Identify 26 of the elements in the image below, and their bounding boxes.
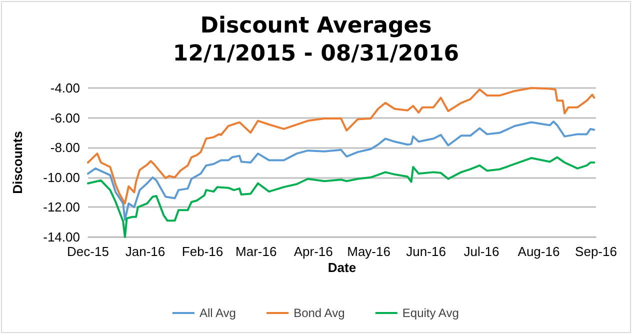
legend-label: All Avg xyxy=(199,306,236,320)
x-tick-label: Jan-16 xyxy=(125,244,166,259)
x-tick-label: Jun-16 xyxy=(406,244,446,259)
x-tick-label: Aug-16 xyxy=(518,244,560,259)
y-tick-label: -4.00 xyxy=(50,80,80,96)
x-tick-label: Sep-16 xyxy=(575,244,617,259)
y-tick-label: -12.00 xyxy=(43,200,80,215)
legend-label: Bond Avg xyxy=(294,306,345,320)
line-series xyxy=(87,156,596,238)
y-tick-label: -6.00 xyxy=(50,110,80,126)
x-tick-label: Dec-15 xyxy=(67,244,109,259)
x-tick-label: Jul-16 xyxy=(464,244,500,259)
x-axis-title: Date xyxy=(328,260,356,275)
line-series xyxy=(87,120,596,221)
chart-title: Discount Averages xyxy=(200,14,432,38)
y-tick-label: -14.00 xyxy=(43,230,80,244)
legend-label: Equity Avg xyxy=(402,306,459,320)
y-tick-label: -8.00 xyxy=(50,140,80,156)
y-tick-label: -10.00 xyxy=(43,170,80,185)
x-tick-label: Apr-16 xyxy=(294,244,333,259)
x-tick-label: May-16 xyxy=(347,244,390,259)
x-tick-label: Mar-16 xyxy=(236,244,277,259)
y-axis-title: Discounts xyxy=(10,131,25,194)
line-series xyxy=(87,87,596,204)
x-tick-label: Feb-16 xyxy=(182,244,224,259)
chart-subtitle: 12/1/2015 - 08/31/2016 xyxy=(172,42,460,66)
